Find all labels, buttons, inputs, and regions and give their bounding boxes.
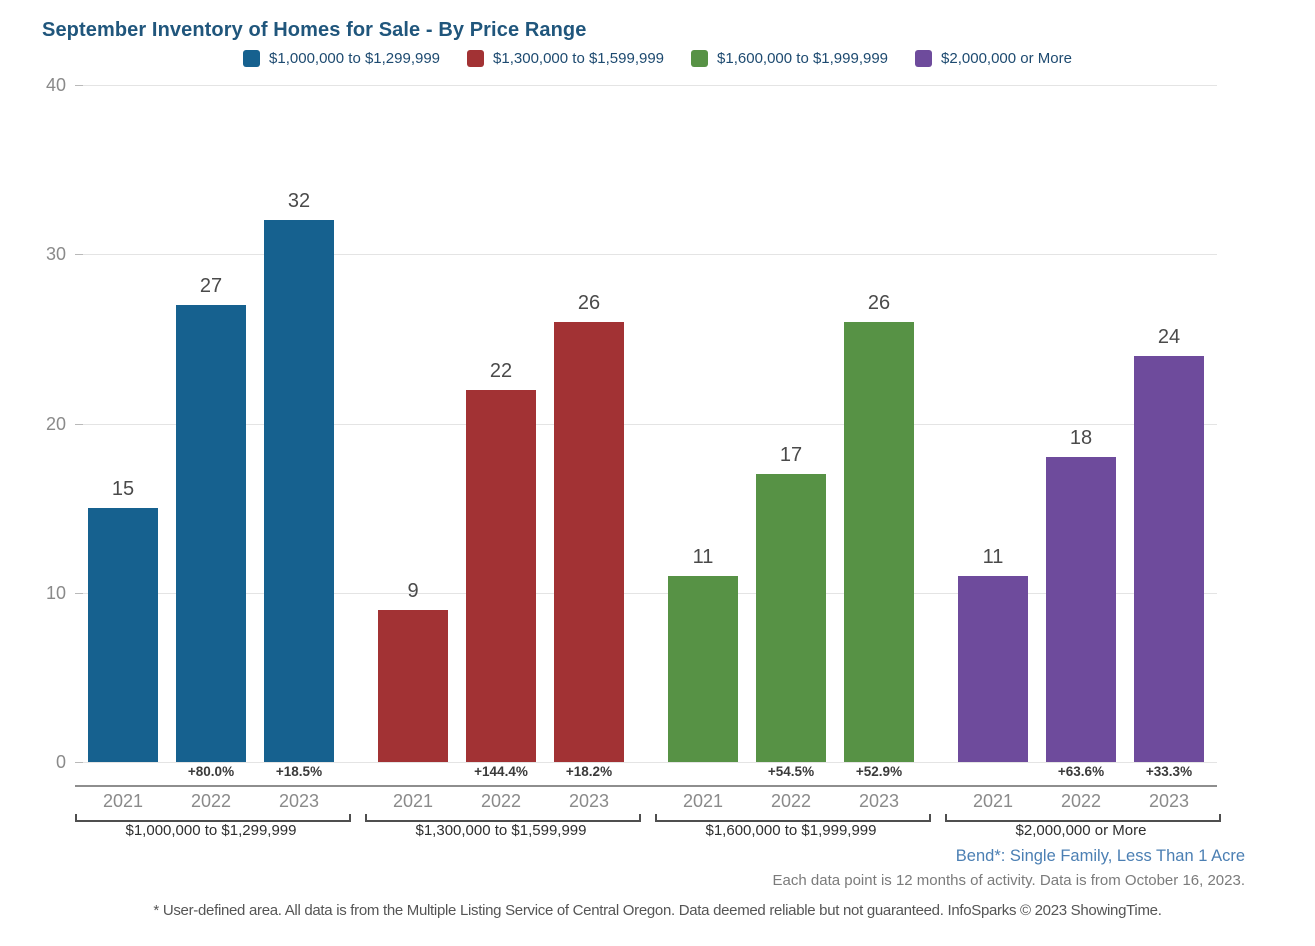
legend-item-4[interactable]: $2,000,000 or More [915,50,1072,67]
legend-label: $1,000,000 to $1,299,999 [269,50,441,67]
y-axis-label-40: 40 [45,75,66,95]
y-axis-tick-30 [75,254,83,256]
gridline-40 [75,85,1217,86]
x-axis-year-label: 2021 [102,791,144,811]
bar-value-label: 32 [287,190,311,213]
gridline-0 [75,762,1217,763]
bar-value-label: 26 [867,291,891,314]
bar-group4-2023[interactable] [1134,355,1204,762]
bar-group4-2021[interactable] [958,575,1028,762]
y-axis-label-30: 30 [45,244,66,265]
x-axis-year-label: 2022 [770,791,812,811]
legend-item-1[interactable]: $1,000,000 to $1,299,999 [243,50,440,67]
group-bracket [365,814,641,822]
bar-group2-2022[interactable] [466,389,536,762]
group-price-range-label: $2,000,000 or More [1015,822,1147,839]
bar-group3-2021[interactable] [668,575,738,762]
axis-separator-line [75,785,1217,787]
pct-change-label: +63.6% [1057,764,1105,779]
bar-group1-2023[interactable] [264,220,334,762]
group-price-range-label: $1,000,000 to $1,299,999 [125,822,297,839]
group-bracket [75,814,351,822]
gridline-30 [75,254,1217,256]
pct-change-label: +18.2% [565,764,613,779]
footnote-disclaimer: * User-defined area. All data is from th… [153,902,1162,919]
y-axis-tick-0 [75,762,83,763]
y-axis-label-0: 0 [55,752,66,772]
bar-value-label: 15 [111,478,135,501]
pct-change-label: +54.5% [767,764,815,779]
bar-group2-2023[interactable] [554,321,624,762]
bar-group3-2023[interactable] [844,321,914,762]
gridline-10 [75,592,1217,594]
legend-swatch-icon [467,50,485,67]
group-price-range-label: $1,300,000 to $1,599,999 [415,822,587,839]
legend-swatch-icon [915,50,933,67]
legend-label: $1,600,000 to $1,999,999 [717,50,889,67]
x-axis-year-label: 2022 [190,791,232,811]
x-axis-year-label: 2021 [972,791,1014,811]
x-axis-year-label: 2021 [392,791,434,811]
legend-swatch-icon [691,50,709,67]
bar-value-label: 18 [1069,427,1093,450]
pct-change-label: +33.3% [1145,764,1193,779]
x-axis-year-label: 2022 [480,791,522,811]
x-axis-year-label: 2023 [858,791,900,811]
x-axis-year-label: 2023 [278,791,320,811]
chart-title: September Inventory of Homes for Sale - … [42,19,587,41]
legend-item-2[interactable]: $1,300,000 to $1,599,999 [467,50,664,67]
x-axis-year-label: 2023 [1148,791,1190,811]
x-axis-year-label: 2022 [1060,791,1102,811]
bar-value-label: 17 [779,444,803,467]
pct-change-label: +144.4% [474,764,528,779]
legend-swatch-icon [243,50,261,67]
legend-item-3[interactable]: $1,600,000 to $1,999,999 [691,50,888,67]
bar-value-label: 24 [1157,325,1181,348]
bar-group4-2022[interactable] [1046,457,1116,762]
bar-group3-2022[interactable] [756,474,826,762]
bar-value-label: 27 [199,275,223,298]
pct-change-label: +80.0% [187,764,235,779]
bar-value-label: 26 [577,291,601,314]
y-axis-tick-20 [75,423,83,425]
pct-change-label: +52.9% [855,764,903,779]
y-axis-label-20: 20 [45,413,66,434]
bar-value-label: 22 [489,359,513,382]
bar-value-label: 11 [692,545,714,568]
group-bracket [945,814,1221,822]
y-axis-label-10: 10 [45,582,66,603]
bar-group1-2021[interactable] [88,508,158,762]
footnote-area-filter: Bend*: Single Family, Less Than 1 Acre [955,847,1245,865]
gridline-20 [75,423,1217,425]
legend-label: $2,000,000 or More [941,50,1072,67]
bar-value-label: 11 [982,545,1004,568]
pct-change-label: +18.5% [275,764,323,779]
bar-value-label: 9 [407,579,419,602]
footnote-data-note: Each data point is 12 months of activity… [772,872,1245,889]
chart-legend: $1,000,000 to $1,299,999 $1,300,000 to $1… [0,50,1315,67]
x-axis-year-label: 2023 [568,791,610,811]
bar-group2-2021[interactable] [378,609,448,762]
legend-label: $1,300,000 to $1,599,999 [493,50,665,67]
bar-group1-2022[interactable] [176,305,246,762]
y-axis-tick-10 [75,592,83,594]
group-price-range-label: $1,600,000 to $1,999,999 [705,822,877,839]
y-axis-tick-40 [75,85,83,86]
group-bracket [655,814,931,822]
x-axis-year-label: 2021 [682,791,724,811]
